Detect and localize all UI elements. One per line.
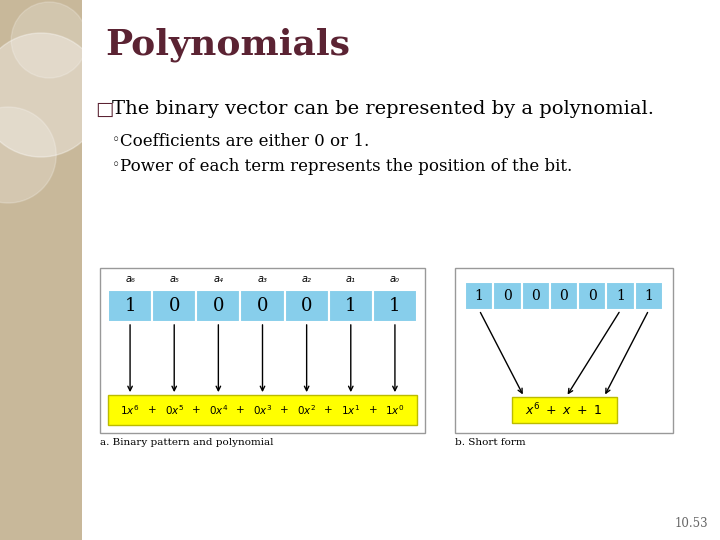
Text: 0: 0 [168, 297, 180, 315]
Text: $0x^2$: $0x^2$ [297, 403, 316, 417]
Text: +: + [369, 405, 377, 415]
Text: a₀: a₀ [390, 274, 400, 284]
Text: 0: 0 [301, 297, 312, 315]
Bar [152, 290, 197, 322]
Text: 0: 0 [559, 289, 568, 303]
Circle shape [0, 107, 56, 203]
Bar [100, 268, 425, 433]
Bar [465, 282, 493, 310]
Text: $0x^5$: $0x^5$ [165, 403, 184, 417]
Bar [108, 290, 152, 322]
Text: 1: 1 [345, 297, 356, 315]
Text: a. Binary pattern and polynomial: a. Binary pattern and polynomial [100, 438, 274, 447]
Text: 1: 1 [644, 289, 653, 303]
Text: 0: 0 [257, 297, 269, 315]
Text: $0x^4$: $0x^4$ [209, 403, 228, 417]
Text: 1: 1 [616, 289, 625, 303]
Text: ◦: ◦ [112, 158, 120, 172]
Text: 0: 0 [503, 289, 512, 303]
Text: 0: 0 [588, 289, 597, 303]
Text: ◦: ◦ [112, 133, 120, 147]
Text: +: + [192, 405, 201, 415]
Bar [0, 0, 82, 540]
Text: The binary vector can be represented by a polynomial.: The binary vector can be represented by … [112, 100, 654, 118]
Bar [455, 268, 673, 433]
Bar [373, 290, 417, 322]
Bar [578, 282, 606, 310]
Text: b. Short form: b. Short form [455, 438, 526, 447]
Circle shape [0, 33, 103, 157]
Text: 10.53: 10.53 [675, 517, 708, 530]
Text: $1x^0$: $1x^0$ [385, 403, 405, 417]
Text: $1x^1$: $1x^1$ [341, 403, 361, 417]
Text: +: + [236, 405, 245, 415]
Text: 1: 1 [125, 297, 136, 315]
Circle shape [12, 2, 87, 78]
Bar [635, 282, 663, 310]
Text: Polynomials: Polynomials [105, 28, 350, 63]
Text: 0: 0 [531, 289, 540, 303]
Bar [197, 290, 240, 322]
Text: +: + [280, 405, 289, 415]
Bar [550, 282, 578, 310]
Text: 1: 1 [474, 289, 484, 303]
Text: 1: 1 [390, 297, 400, 315]
Text: $1x^6$: $1x^6$ [120, 403, 140, 417]
Text: 0: 0 [212, 297, 224, 315]
Text: a₆: a₆ [125, 274, 135, 284]
Bar [240, 290, 284, 322]
Text: a₃: a₃ [258, 274, 267, 284]
Text: $x^6\ +\ x\ +\ 1$: $x^6\ +\ x\ +\ 1$ [526, 402, 603, 418]
Bar [329, 290, 373, 322]
Text: $0x^3$: $0x^3$ [253, 403, 272, 417]
Text: a₁: a₁ [346, 274, 356, 284]
Text: a₄: a₄ [213, 274, 223, 284]
Bar [108, 395, 417, 425]
Bar [521, 282, 550, 310]
Text: +: + [148, 405, 156, 415]
Text: +: + [325, 405, 333, 415]
Bar [511, 397, 616, 423]
Bar [606, 282, 635, 310]
Text: a₅: a₅ [169, 274, 179, 284]
Text: a₂: a₂ [302, 274, 312, 284]
Bar [284, 290, 329, 322]
Text: □: □ [95, 100, 113, 119]
Text: Coefficients are either 0 or 1.: Coefficients are either 0 or 1. [120, 133, 369, 150]
Text: Power of each term represents the position of the bit.: Power of each term represents the positi… [120, 158, 572, 175]
Bar [493, 282, 521, 310]
